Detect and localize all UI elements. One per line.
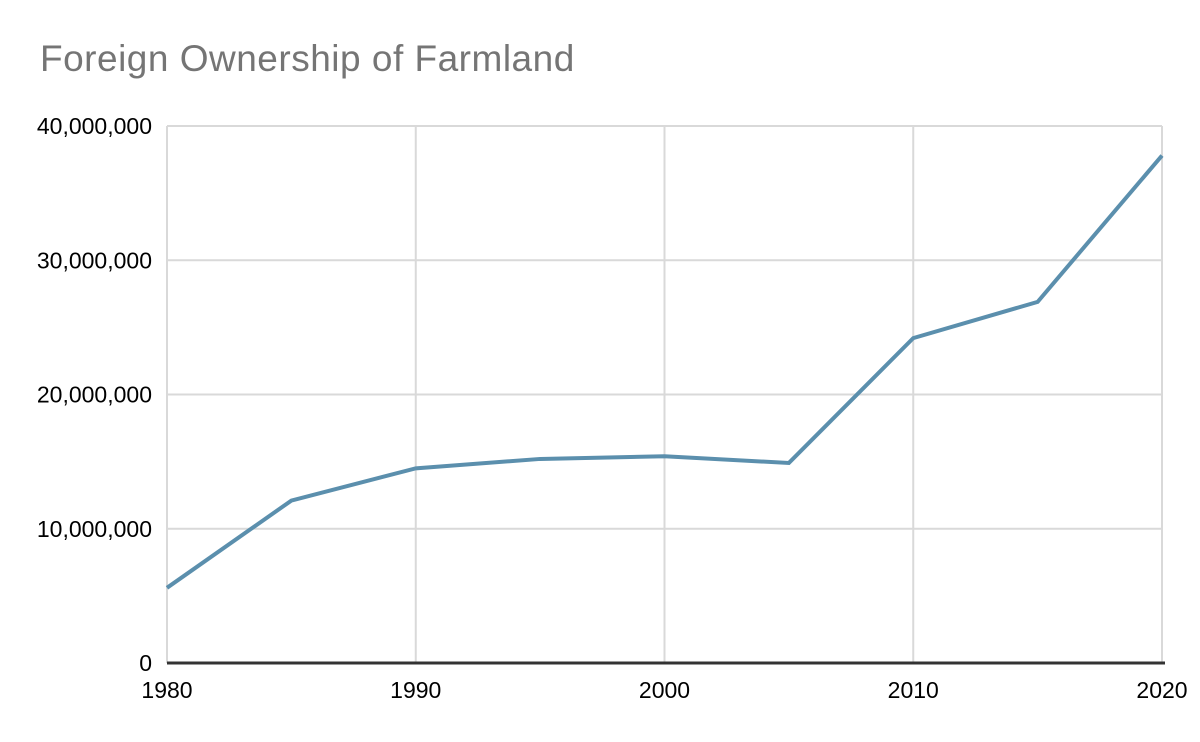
x-axis-tick-label: 2010 bbox=[888, 677, 939, 703]
x-axis-tick-label: 2020 bbox=[1136, 677, 1187, 703]
y-axis-tick-label: 20,000,000 bbox=[37, 382, 152, 408]
x-axis-tick-label: 2000 bbox=[639, 677, 690, 703]
y-axis-tick-label: 40,000,000 bbox=[37, 113, 152, 139]
y-axis-tick-label: 10,000,000 bbox=[37, 516, 152, 542]
chart-title: Foreign Ownership of Farmland bbox=[40, 38, 575, 79]
data-series-line bbox=[165, 154, 1164, 590]
x-axis-tick-label: 1980 bbox=[141, 677, 192, 703]
y-axis-tick-label: 0 bbox=[139, 650, 152, 676]
x-axis-tick-label: 1990 bbox=[390, 677, 441, 703]
y-axis-tick-label: 30,000,000 bbox=[37, 247, 152, 273]
